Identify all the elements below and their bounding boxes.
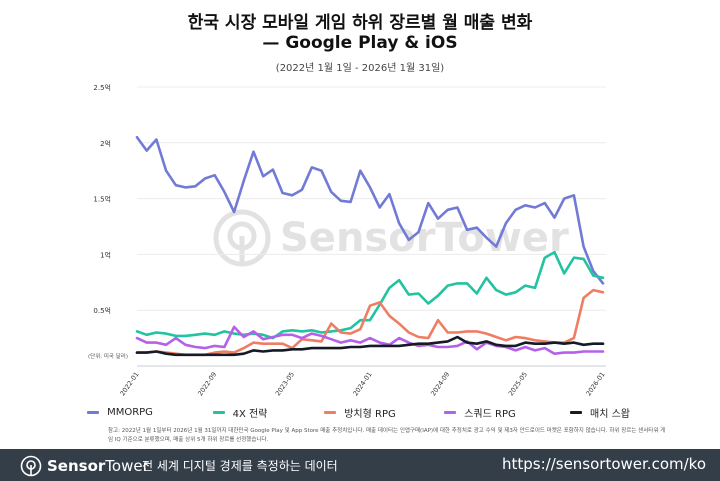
x-tick-label: 2025-05: [507, 371, 529, 398]
sensortower-logo-icon: [20, 455, 42, 477]
legend-swatch: [324, 411, 337, 414]
legend-swatch: [570, 411, 582, 414]
legend-label: MMORPG: [107, 407, 153, 418]
legend-swatch: [212, 411, 225, 414]
legend-label: 매치 스왑: [590, 409, 630, 420]
y-tick-label: 2억: [100, 140, 111, 148]
footnote: 참고: 2022년 1월 1일부터 2026년 1월 31일까지 대한민국 Go…: [108, 428, 666, 443]
chart-title-line1: 한국 시장 모바일 게임 하위 장르별 월 매출 변화: [187, 13, 533, 33]
footer-tagline: 전 세계 디지털 경제를 측정하는 데이터: [142, 459, 338, 473]
watermark-text: SensorTower: [280, 215, 569, 261]
x-tick-label: 2026-01: [584, 371, 606, 398]
brand-bold: Sensor: [47, 457, 106, 475]
legend-swatch: [444, 411, 457, 414]
legend-item[interactable]: 스쿼드 RPG: [420, 405, 540, 420]
x-tick-label: 2024-09: [429, 371, 451, 398]
sensortower-logo: Sensor Tower: [20, 455, 149, 477]
series-line-방치형 RPG: [135, 288, 605, 357]
footer-bar: Sensor Tower 전 세계 디지털 경제를 측정하는 데이터 https:…: [0, 449, 720, 481]
footer-url[interactable]: https://sensortower.com/ko: [501, 455, 706, 473]
legend-swatch: [87, 411, 100, 414]
chart-subtitle: (2022년 1월 1일 - 2026년 1월 31일): [275, 63, 445, 74]
y-tick-label: 1억: [100, 251, 111, 259]
y-tick-label: 1.5억: [93, 196, 111, 204]
legend-label: 스쿼드 RPG: [464, 409, 516, 420]
series-line-4X 전략: [135, 250, 605, 340]
sensortower-watermark-icon: [213, 209, 271, 267]
x-tick-label: 2022-09: [196, 371, 218, 398]
legend-item[interactable]: 4X 전략: [180, 405, 300, 420]
legend-item[interactable]: 방치형 RPG: [300, 405, 420, 420]
legend-label: 4X 전략: [232, 409, 268, 420]
x-tick-label: 2022-01: [118, 371, 140, 398]
x-tick-label: 2024-01: [351, 371, 373, 398]
x-tick-label: 2023-05: [274, 371, 296, 398]
unit-label: (단위: 미국 달러): [88, 354, 129, 360]
line-chart: 0.5억 1억 1.5억 2억 2.5억 2022-01 2022-09 2023-05 20…: [93, 84, 606, 398]
chart-title-line2: — Google Play & iOS: [262, 33, 458, 53]
watermark: SensorTower: [212, 208, 569, 268]
legend-item[interactable]: 매치 스왑: [540, 405, 660, 420]
legend-item[interactable]: MMORPG: [60, 405, 180, 420]
legend-label: 방치형 RPG: [344, 409, 396, 420]
legend: MMORPG 4X 전략 방치형 RPG 스쿼드 RPG 매치 스왑: [0, 405, 720, 420]
series-line-MMORPG: [135, 135, 605, 285]
y-tick-label: 2.5억: [93, 84, 111, 92]
brand-light: Tower: [105, 457, 149, 475]
y-tick-label: 0.5억: [93, 307, 111, 315]
series-line-매치 스왑: [135, 335, 605, 357]
series-line-스쿼드 RPG: [135, 325, 605, 355]
